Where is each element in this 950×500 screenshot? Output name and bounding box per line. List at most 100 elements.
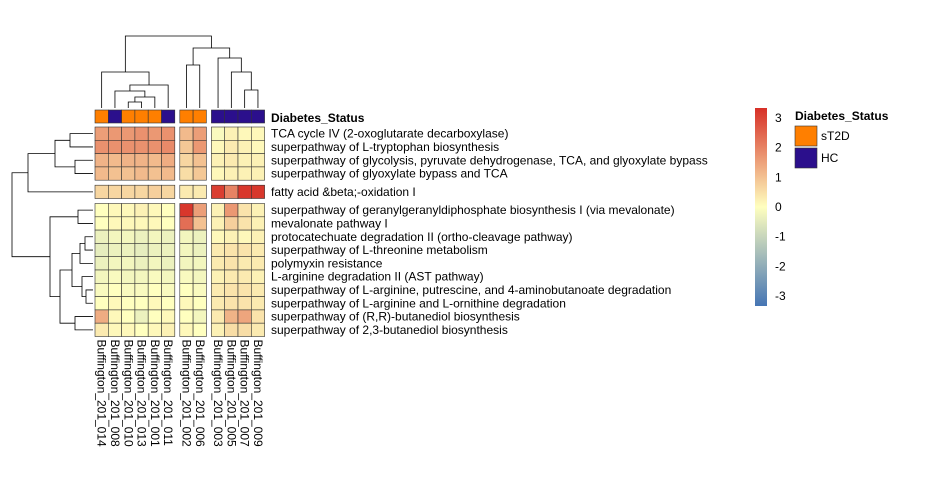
heatmap-cell [121, 322, 136, 337]
heatmap-cell [121, 184, 136, 199]
heatmap-cell [147, 216, 162, 231]
heatmap-cell [192, 126, 207, 141]
heatmap-cell [211, 269, 225, 284]
dendrogram-branch [59, 269, 75, 324]
dendrogram-branch [74, 159, 93, 174]
heatmap-cell [161, 203, 176, 218]
heatmap-cell [251, 184, 265, 199]
annotation-cell [251, 109, 265, 124]
heatmap-cell [108, 243, 122, 257]
heatmap-cell [108, 269, 122, 284]
heatmap-cell [237, 153, 252, 168]
heatmap-cell [251, 203, 265, 218]
heatmap-cell [251, 256, 265, 271]
dendrogram-branch [54, 139, 75, 168]
annotation-cell [161, 109, 176, 124]
heatmap-cell [134, 140, 149, 154]
heatmap-cell [121, 243, 136, 257]
heatmap-cell [147, 140, 162, 154]
column-label: Buffington_201_010 [121, 340, 135, 448]
heatmap-cell [134, 282, 149, 297]
heatmap-cell [224, 296, 239, 311]
heatmap-cell [94, 166, 109, 181]
heatmap-cell [147, 243, 162, 257]
heatmap-cell [161, 126, 176, 141]
heatmap-cell [121, 296, 136, 311]
column-label: Buffington_201_014 [95, 340, 109, 448]
heatmap-cell [211, 184, 225, 199]
heatmap-cell [94, 282, 109, 297]
annotation-bar [94, 109, 265, 124]
heatmap-cell [134, 203, 149, 218]
heatmap-cell [224, 153, 239, 168]
heatmap-cell [237, 216, 252, 231]
heatmap-cell [251, 309, 265, 324]
annotation-legend: Diabetes_Status sT2D HC [794, 109, 889, 169]
annotation-cell [121, 109, 136, 124]
heatmap-cell [179, 140, 194, 154]
row-label: superpathway of glycolysis, pyruvate deh… [271, 153, 708, 167]
heatmap-cell [179, 243, 194, 257]
column-label: Buffington_201_009 [251, 340, 265, 448]
heatmap-cell [211, 229, 225, 244]
heatmap-cell [237, 126, 252, 141]
heatmap-cell [161, 256, 176, 271]
column-label: Buffington_201_013 [135, 340, 149, 448]
annotation-legend-label: HC [821, 151, 839, 165]
heatmap-cell [237, 203, 252, 218]
heatmap-cell [211, 296, 225, 311]
column-dendrogram [101, 35, 259, 108]
heatmap-cell [108, 309, 122, 324]
column-label: Buffington_201_001 [148, 340, 162, 448]
heatmap-cell [192, 216, 207, 231]
heatmap-cell [211, 309, 225, 324]
heatmap-cell [224, 166, 239, 181]
heatmap-cell [251, 296, 265, 311]
annotation-legend-label: sT2D [821, 129, 850, 143]
heatmap-cell [134, 269, 149, 284]
column-label: Buffington_201_008 [108, 340, 122, 448]
heatmap-cell [237, 140, 252, 154]
annotation-cell [237, 109, 252, 124]
heatmap-cell [121, 166, 136, 181]
dendrogram-branch [84, 236, 93, 251]
heatmap-cell [121, 282, 136, 297]
heatmap-cell [108, 184, 122, 199]
dendrogram-branch [11, 172, 50, 258]
row-label: superpathway of L-threonine metabolism [271, 243, 488, 257]
heatmap-cell [179, 216, 194, 231]
heatmap-cell [147, 203, 162, 218]
heatmap-cell [237, 229, 252, 244]
heatmap-cell [108, 296, 122, 311]
heatmap-cell [94, 184, 109, 199]
color-scale-bar [755, 108, 767, 306]
row-label: protocatechuate degradation II (ortho-cl… [271, 230, 573, 244]
heatmap-cell [192, 269, 207, 284]
heatmap-cell [94, 322, 109, 337]
heatmap-cell [224, 322, 239, 337]
color-scale-tick: 3 [775, 111, 782, 125]
heatmap-cell [94, 296, 109, 311]
heatmap-cell [121, 309, 136, 324]
heatmap-cell [237, 184, 252, 199]
heatmap-cell [134, 126, 149, 141]
heatmap-cell [251, 153, 265, 168]
dendrogram-branch [79, 243, 93, 264]
heatmap-cell [147, 126, 162, 141]
dendrogram-branch [71, 252, 82, 288]
column-label: Buffington_201_006 [193, 340, 207, 448]
heatmap-cell [179, 309, 194, 324]
annotation-cell [134, 109, 149, 124]
annotation-legend-swatch [794, 125, 818, 147]
heatmap-cell [192, 309, 207, 324]
annotation-cell [179, 109, 194, 124]
heatmap-cell [179, 269, 194, 284]
heatmap-cell [108, 229, 122, 244]
heatmap-cell [121, 126, 136, 141]
color-scale-tick: -2 [775, 259, 786, 273]
heatmap-cell [211, 282, 225, 297]
heatmap-cell [179, 229, 194, 244]
heatmap-cell [237, 322, 252, 337]
dendrogram-branch [49, 216, 78, 297]
heatmap-cell [179, 256, 194, 271]
